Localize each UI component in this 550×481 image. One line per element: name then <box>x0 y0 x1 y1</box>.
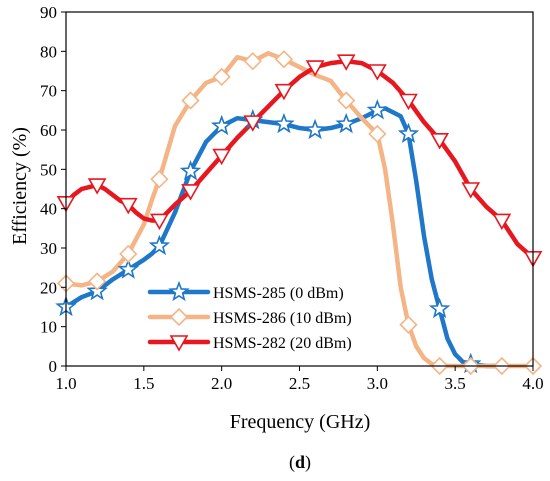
series-marker-star <box>366 99 389 120</box>
caption-letter: d <box>295 452 305 472</box>
series-marker-triangle-down <box>243 115 263 132</box>
series-marker-triangle-down <box>87 178 107 195</box>
x-axis-ticks: 1.0 1.5 2.0 2.5 3.0 3.5 4.0 <box>55 366 544 393</box>
series-marker-triangle-down <box>212 148 232 166</box>
series-marker-diamond <box>243 52 262 71</box>
series-marker-triangle-down <box>430 133 449 150</box>
y-tick-label: 90 <box>40 3 57 22</box>
series-marker-triangle-down <box>150 213 169 231</box>
series-marker-triangle-down <box>367 64 387 81</box>
series-line <box>63 106 505 369</box>
x-tick-label: 1.5 <box>133 374 154 393</box>
y-tick-label: 20 <box>40 278 57 297</box>
x-tick-label: 1.0 <box>55 374 76 393</box>
series-marker-star <box>397 122 420 144</box>
y-axis-label: Efficiency (%) <box>9 127 31 245</box>
x-tick-label: 2.0 <box>211 374 232 393</box>
series-marker-triangle-down <box>181 184 200 201</box>
series-marker-diamond <box>399 315 418 334</box>
y-tick-label: 0 <box>49 357 58 376</box>
series-marker-star <box>428 297 451 319</box>
series-marker-triangle-down <box>274 83 294 101</box>
y-tick-label: 10 <box>40 318 57 337</box>
legend-label: HSMS-286 (10 dBm) <box>213 310 352 327</box>
series-marker-diamond <box>212 67 231 87</box>
y-tick-label: 40 <box>40 200 57 219</box>
series-marker-star <box>273 112 295 134</box>
series-marker-diamond <box>274 50 294 69</box>
x-tick-label: 3.5 <box>445 374 466 393</box>
x-axis-label: Frequency (GHz) <box>230 411 371 433</box>
series-marker-triangle-down <box>399 93 418 111</box>
legend-marker-star <box>168 280 190 302</box>
figure-caption: (d) <box>289 452 311 473</box>
series-line <box>63 58 536 261</box>
y-axis-ticks: 0 10 20 30 40 50 60 70 80 90 <box>40 3 66 376</box>
series-marker-star <box>335 112 357 134</box>
legend-marker-triangle-down <box>169 335 189 352</box>
x-tick-label: 2.5 <box>289 374 310 393</box>
caption-close-paren: ) <box>305 452 311 473</box>
series-marker-triangle-down <box>118 197 138 215</box>
legend-marker-diamond <box>169 307 189 327</box>
series-marker-triangle-down <box>492 213 512 231</box>
y-tick-label: 60 <box>40 121 57 140</box>
legend-label: HSMS-285 (0 dBm) <box>213 285 344 302</box>
series-marker-triangle-down <box>305 60 325 77</box>
x-tick-label: 3.0 <box>367 374 388 393</box>
legend-label: HSMS-282 (20 dBm) <box>213 335 352 352</box>
series-marker-triangle-down <box>336 54 356 71</box>
series-marker-diamond <box>88 272 107 291</box>
series-marker-diamond <box>368 124 387 144</box>
y-tick-label: 80 <box>40 42 57 61</box>
series-marker-star <box>179 160 202 181</box>
caption-open-paren: ( <box>289 452 295 473</box>
series-marker-star <box>117 258 139 279</box>
series-marker-star <box>210 114 233 136</box>
series-marker-diamond <box>119 244 138 264</box>
series-marker-star <box>304 118 326 140</box>
y-tick-label: 30 <box>40 239 57 258</box>
x-tick-label: 4.0 <box>522 374 543 393</box>
y-tick-label: 70 <box>40 82 57 101</box>
series-marker-diamond <box>150 170 169 189</box>
series-marker-diamond <box>181 91 200 110</box>
series-marker-diamond <box>337 91 356 110</box>
legend: HSMS-285 (0 dBm) HSMS-286 (10 dBm) HSMS-28… <box>147 280 352 352</box>
series-marker-star <box>148 234 171 256</box>
series-marker-triangle-down <box>461 182 481 199</box>
y-tick-label: 50 <box>40 160 57 179</box>
